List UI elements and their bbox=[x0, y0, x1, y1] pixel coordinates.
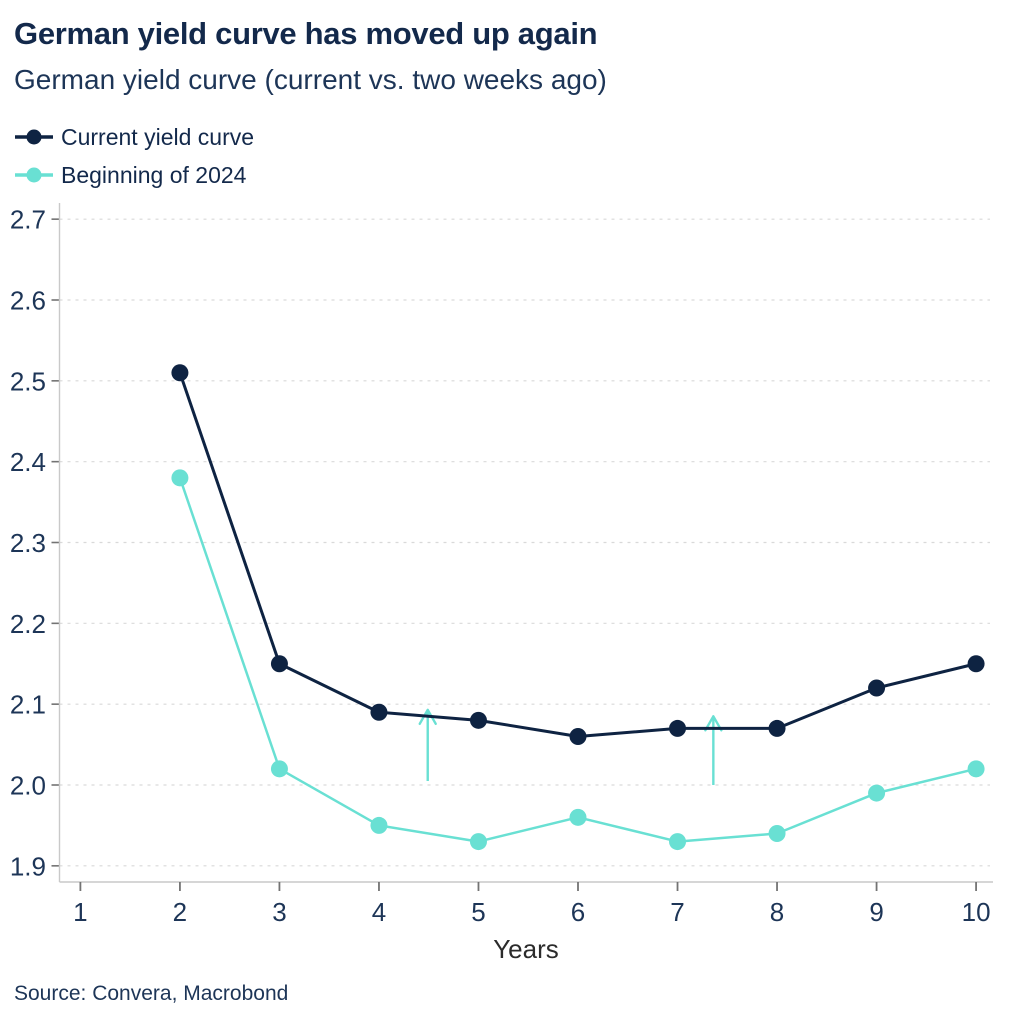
legend-item-current: Current yield curve bbox=[14, 118, 254, 156]
data-point-beginning-of-2024 bbox=[171, 469, 189, 487]
legend-item-beginning-2024: Beginning of 2024 bbox=[14, 156, 254, 194]
y-tick-label: 2.0 bbox=[10, 771, 46, 801]
x-tick-label: 8 bbox=[770, 897, 784, 927]
axes: 1.9 2.0 2.1 2.2 2.3 2.4 2.5 2.6 2.7 1 2 3 4 5 6 7 8 9 10 bbox=[10, 203, 993, 927]
chart-legend: Current yield curve Beginning of 2024 bbox=[14, 118, 254, 194]
series-line-current-yield-curve bbox=[178, 372, 977, 738]
data-point-beginning-of-2024 bbox=[868, 784, 886, 802]
legend-label-current: Current yield curve bbox=[61, 123, 255, 150]
series bbox=[171, 364, 985, 851]
data-point-beginning-of-2024 bbox=[669, 833, 687, 851]
data-point-beginning-of-2024 bbox=[967, 760, 985, 778]
x-tick-label: 9 bbox=[869, 897, 883, 927]
x-tick-label: 10 bbox=[962, 897, 991, 927]
chart-subtitle: German yield curve (current vs. two week… bbox=[14, 64, 607, 95]
data-point-beginning-of-2024 bbox=[768, 825, 786, 842]
increase-arrow-head bbox=[704, 715, 723, 732]
y-tick-label: 1.9 bbox=[10, 851, 46, 881]
x-tick-label: 3 bbox=[272, 897, 286, 927]
gridlines bbox=[59, 218, 990, 867]
data-point-beginning-of-2024 bbox=[270, 760, 288, 778]
y-tick-label: 2.4 bbox=[10, 447, 46, 477]
beginning-series-marker-icon bbox=[15, 167, 53, 183]
x-tick-label: 2 bbox=[173, 897, 187, 927]
source-credit: Source: Convera, Macrobond bbox=[14, 982, 289, 1005]
data-point-current-yield-curve bbox=[270, 655, 288, 673]
data-point-current-yield-curve bbox=[868, 679, 886, 697]
x-tick-label: 4 bbox=[372, 897, 386, 927]
data-point-current-yield-curve bbox=[370, 703, 388, 721]
y-tick-label: 2.7 bbox=[10, 205, 46, 235]
y-tick-label: 2.1 bbox=[10, 690, 46, 720]
page-title: German yield curve has moved up again bbox=[14, 16, 598, 51]
x-axis-title: Years bbox=[493, 934, 559, 964]
data-point-current-yield-curve bbox=[768, 719, 786, 737]
data-point-beginning-of-2024 bbox=[469, 833, 487, 851]
x-tick-label: 1 bbox=[73, 897, 87, 927]
data-point-current-yield-curve bbox=[469, 711, 487, 729]
data-point-beginning-of-2024 bbox=[569, 808, 587, 826]
data-point-current-yield-curve bbox=[171, 364, 189, 382]
x-tick-label: 5 bbox=[471, 897, 485, 927]
x-tick-label: 7 bbox=[670, 897, 684, 927]
data-point-current-yield-curve bbox=[669, 719, 687, 737]
x-tick-label: 6 bbox=[571, 897, 585, 927]
legend-label-beginning-2024: Beginning of 2024 bbox=[61, 161, 247, 188]
y-tick-label: 2.3 bbox=[10, 528, 46, 558]
increase-arrow-head bbox=[418, 708, 437, 726]
y-tick-label: 2.6 bbox=[10, 286, 46, 316]
annotations bbox=[418, 708, 723, 785]
current-series-marker-icon bbox=[15, 129, 53, 145]
data-point-beginning-of-2024 bbox=[370, 816, 388, 834]
data-point-current-yield-curve bbox=[569, 728, 587, 745]
series-line-beginning-of-2024 bbox=[178, 477, 977, 843]
y-tick-label: 2.2 bbox=[10, 609, 46, 639]
y-tick-label: 2.5 bbox=[10, 366, 46, 396]
data-point-current-yield-curve bbox=[967, 655, 985, 673]
